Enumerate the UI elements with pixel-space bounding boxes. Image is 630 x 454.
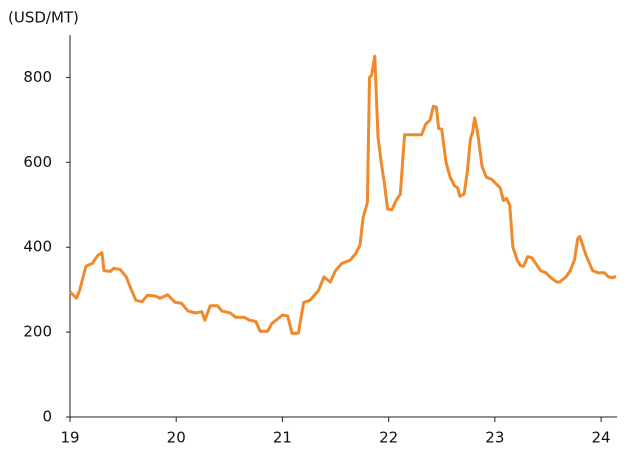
y-axis-label: (USD/MT) (8, 9, 79, 27)
x-tick-label: 20 (167, 429, 186, 447)
y-tick-label: 400 (23, 238, 52, 256)
x-tick-label: 21 (273, 429, 292, 447)
x-tick-label: 19 (60, 429, 79, 447)
y-tick-label: 200 (23, 323, 52, 341)
y-tick-label: 600 (23, 153, 52, 171)
x-tick-label: 23 (485, 429, 504, 447)
y-tick-label: 0 (42, 408, 52, 426)
y-tick-label: 800 (23, 68, 52, 86)
x-tick-label: 22 (379, 429, 398, 447)
x-tick-label: 24 (592, 429, 611, 447)
price-line (68, 54, 617, 335)
